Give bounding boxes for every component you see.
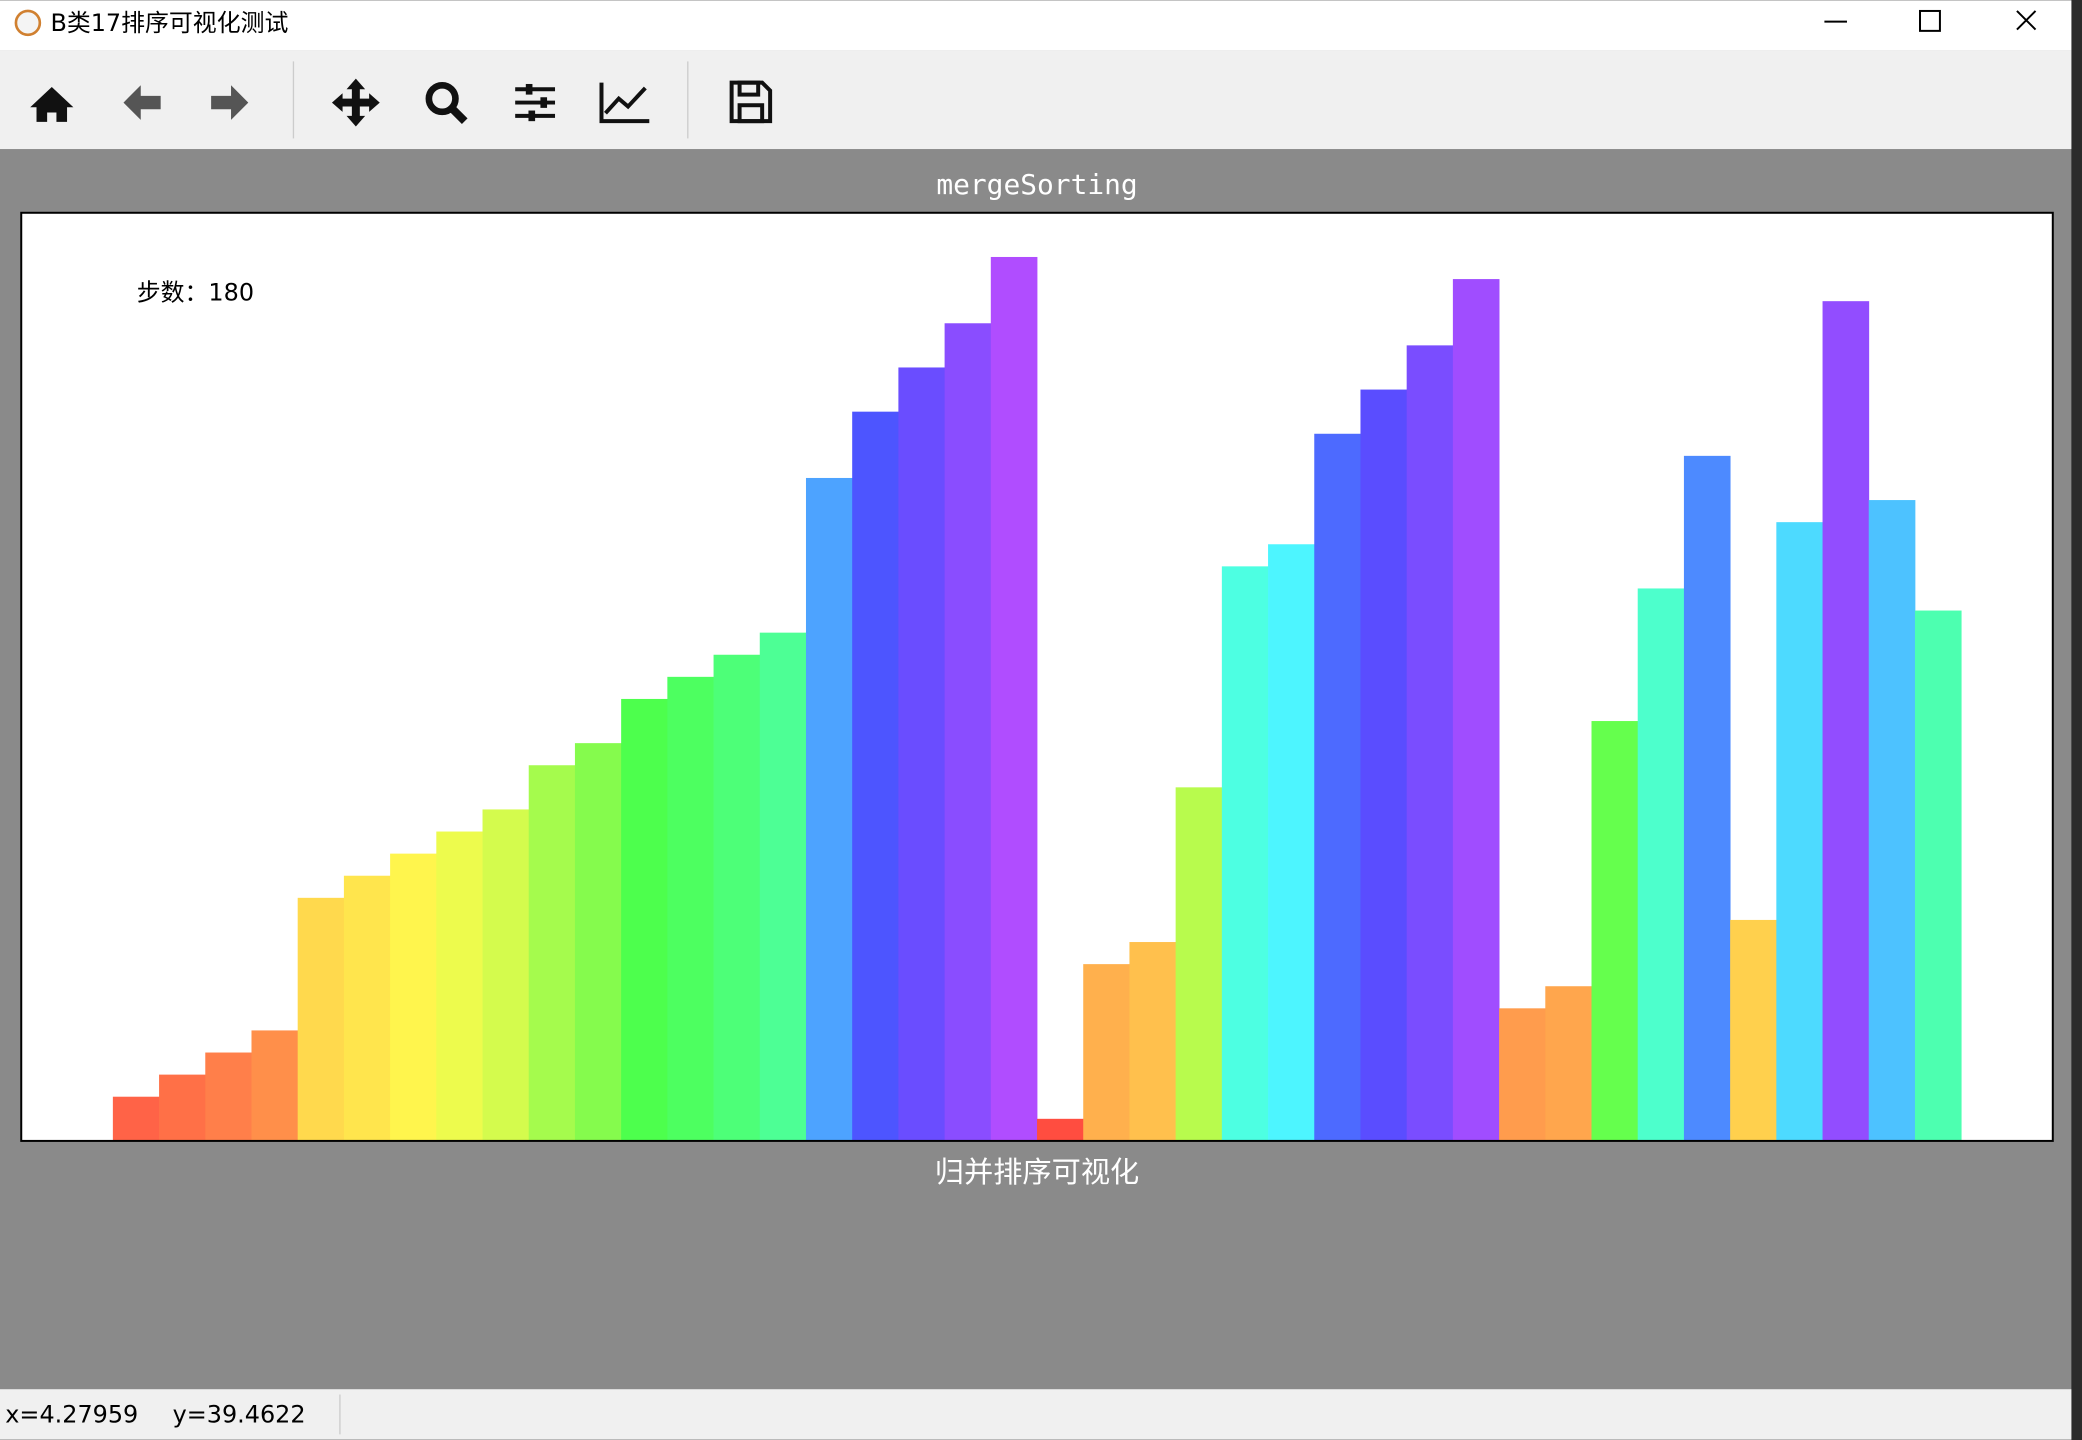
toolbar-icons — [30, 78, 773, 127]
bar — [112, 1096, 160, 1141]
bar — [436, 831, 483, 1141]
pan-button[interactable] — [331, 78, 380, 127]
bar — [805, 477, 853, 1141]
bar — [621, 698, 668, 1141]
close-button[interactable] — [2016, 10, 2037, 31]
status-x: x=4.27959 — [5, 1400, 138, 1428]
bar — [205, 1052, 252, 1141]
maximize-button[interactable] — [1919, 9, 1941, 32]
bar — [1637, 588, 1685, 1141]
bar — [1083, 964, 1130, 1141]
bar — [1730, 919, 1777, 1141]
bar — [390, 853, 437, 1141]
bar — [482, 809, 530, 1141]
bar — [1221, 566, 1269, 1141]
bar — [1914, 610, 1962, 1141]
window-title: B类17排序可视化测试 — [50, 9, 288, 37]
forward-button[interactable] — [211, 85, 249, 120]
app-icon — [14, 9, 42, 37]
bar — [1499, 1008, 1546, 1141]
bar — [667, 676, 714, 1141]
bar — [1175, 787, 1223, 1141]
axes-frame — [20, 211, 2054, 1142]
bar — [1268, 544, 1315, 1141]
save-button[interactable] — [729, 80, 773, 124]
bar — [1360, 389, 1408, 1141]
bar — [944, 323, 992, 1141]
bar — [1545, 986, 1592, 1141]
bar — [297, 897, 345, 1141]
edit-axis-button[interactable] — [599, 82, 650, 124]
bar — [1868, 500, 1916, 1141]
chart-title: mergeSorting — [936, 168, 1137, 201]
bar — [990, 256, 1038, 1141]
zoom-button[interactable] — [425, 81, 468, 124]
home-button[interactable] — [30, 87, 74, 122]
status-y: y=39.4622 — [173, 1400, 306, 1428]
bar — [251, 1030, 299, 1141]
back-button[interactable] — [123, 85, 161, 120]
toolbar — [0, 50, 2072, 150]
bar — [528, 765, 576, 1141]
bar — [343, 875, 391, 1141]
step-annotation: 步数：180 — [137, 278, 254, 306]
bar — [852, 411, 899, 1141]
bar — [1406, 345, 1454, 1141]
bar — [898, 367, 945, 1141]
title-bar — [0, 0, 2072, 51]
bar — [1776, 522, 1823, 1141]
configure-button[interactable] — [515, 83, 556, 122]
bar — [713, 654, 761, 1141]
bar — [1314, 433, 1361, 1141]
bar — [1683, 455, 1731, 1141]
bar — [1591, 721, 1639, 1141]
bar — [1822, 301, 1870, 1141]
bar — [1037, 1118, 1084, 1141]
bar — [1129, 942, 1177, 1141]
bar — [574, 743, 622, 1141]
status-bar — [0, 1389, 2072, 1440]
bar — [159, 1074, 206, 1141]
bar — [1452, 279, 1500, 1141]
bar — [759, 632, 807, 1141]
x-axis-label: 归并排序可视化 — [935, 1155, 1139, 1189]
